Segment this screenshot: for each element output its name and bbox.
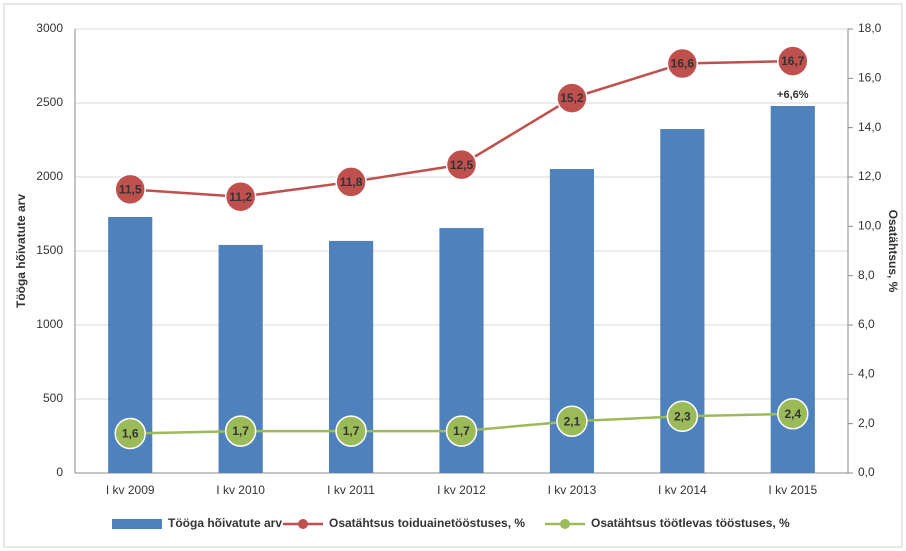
x-tick-label: I kv 2010	[216, 483, 265, 497]
data-label: 2,3	[674, 409, 691, 423]
marker	[335, 166, 367, 198]
y-tick-label: 2000	[36, 169, 63, 183]
y2-axis-title: Osatähtsus, %	[886, 210, 900, 293]
legend-label: Osatähtsus toiduainetööstuses, %	[329, 516, 525, 530]
marker	[224, 180, 257, 213]
y2-tick-label: 10,0	[858, 219, 882, 233]
data-label: 11,2	[229, 190, 252, 204]
marker	[666, 400, 699, 433]
x-tick-label: I kv 2014	[658, 483, 707, 497]
y2-tick-label: 8,0	[858, 268, 875, 282]
y2-tick-label: 6,0	[858, 317, 875, 331]
marker	[777, 45, 809, 77]
marker	[114, 173, 146, 206]
data-label: 2,1	[564, 414, 581, 428]
annotation: +6,6%	[777, 89, 809, 101]
marker	[114, 417, 146, 450]
y-tick-label: 500	[43, 391, 63, 405]
data-label: 2,4	[784, 407, 801, 421]
y2-tick-label: 16,0	[858, 71, 882, 85]
data-label: 16,7	[781, 54, 805, 68]
legend-label: Osatähtsus töötlevas tööstuses, %	[591, 516, 790, 530]
data-label: 11,8	[340, 175, 363, 189]
marker	[666, 47, 699, 80]
data-label: 1,7	[453, 424, 470, 438]
data-label: 1,7	[232, 424, 249, 438]
legend-swatch	[112, 519, 162, 529]
y2-tick-label: 4,0	[858, 367, 875, 381]
y2-tick-label: 2,0	[858, 416, 875, 430]
marker	[224, 415, 257, 447]
y2-tick-label: 18,0	[858, 21, 882, 35]
y-axis-title: Tööga hõivatute arv	[14, 194, 28, 308]
x-tick-label: I kv 2015	[768, 483, 817, 497]
data-label: 1,6	[122, 427, 139, 441]
data-label: 1,7	[343, 424, 360, 438]
data-label: 15,2	[560, 91, 584, 105]
y-tick-label: 1500	[36, 243, 63, 257]
x-tick-label: I kv 2012	[437, 483, 486, 497]
legend-marker	[298, 519, 308, 529]
y2-tick-label: 14,0	[858, 120, 882, 134]
y-tick-label: 2500	[36, 95, 63, 109]
x-tick-label: I kv 2013	[548, 483, 597, 497]
marker	[445, 415, 478, 447]
data-label: 12,5	[450, 158, 474, 172]
marker	[556, 405, 588, 437]
y-tick-label: 0	[56, 465, 63, 479]
y-tick-label: 1000	[36, 317, 63, 331]
y-tick-label: 3000	[36, 21, 63, 35]
marker	[445, 148, 478, 181]
y2-tick-label: 12,0	[858, 169, 882, 183]
data-label: 16,6	[671, 57, 695, 71]
y2-tick-label: 0,0	[858, 465, 875, 479]
marker	[335, 415, 367, 447]
marker	[556, 82, 588, 114]
legend-label: Tööga hõivatute arv	[168, 516, 282, 530]
x-tick-label: I kv 2009	[106, 483, 155, 497]
marker	[777, 398, 809, 430]
data-label: 11,5	[119, 183, 142, 197]
legend-marker	[560, 519, 570, 529]
x-tick-label: I kv 2011	[327, 483, 375, 497]
